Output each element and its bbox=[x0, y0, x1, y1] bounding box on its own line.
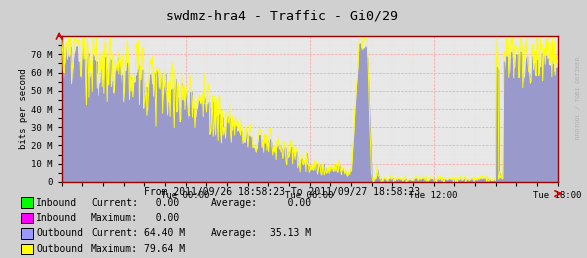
Text: Inbound: Inbound bbox=[36, 198, 77, 207]
Text: Current:: Current: bbox=[91, 229, 138, 238]
Y-axis label: bits per second: bits per second bbox=[19, 69, 28, 149]
Text: Maximum:: Maximum: bbox=[91, 213, 138, 223]
Text: 35.13 M: 35.13 M bbox=[270, 229, 311, 238]
Text: Outbound: Outbound bbox=[36, 244, 83, 254]
Text: 0.00: 0.00 bbox=[270, 198, 311, 207]
Text: 79.64 M: 79.64 M bbox=[144, 244, 185, 254]
Text: Inbound: Inbound bbox=[36, 213, 77, 223]
Text: Outbound: Outbound bbox=[36, 229, 83, 238]
Text: 64.40 M: 64.40 M bbox=[144, 229, 185, 238]
Text: Average:: Average: bbox=[211, 229, 258, 238]
Text: From 2011/09/26 18:58:23 To 2011/09/27 18:58:23: From 2011/09/26 18:58:23 To 2011/09/27 1… bbox=[144, 187, 420, 197]
Text: swdmz-hra4 - Traffic - Gi0/29: swdmz-hra4 - Traffic - Gi0/29 bbox=[166, 9, 398, 22]
Text: 0.00: 0.00 bbox=[144, 198, 179, 207]
Text: RRDTOOL / TOBI OETIKER: RRDTOOL / TOBI OETIKER bbox=[576, 57, 581, 139]
Text: Maximum:: Maximum: bbox=[91, 244, 138, 254]
Text: 0.00: 0.00 bbox=[144, 213, 179, 223]
Text: Current:: Current: bbox=[91, 198, 138, 207]
Text: Average:: Average: bbox=[211, 198, 258, 207]
